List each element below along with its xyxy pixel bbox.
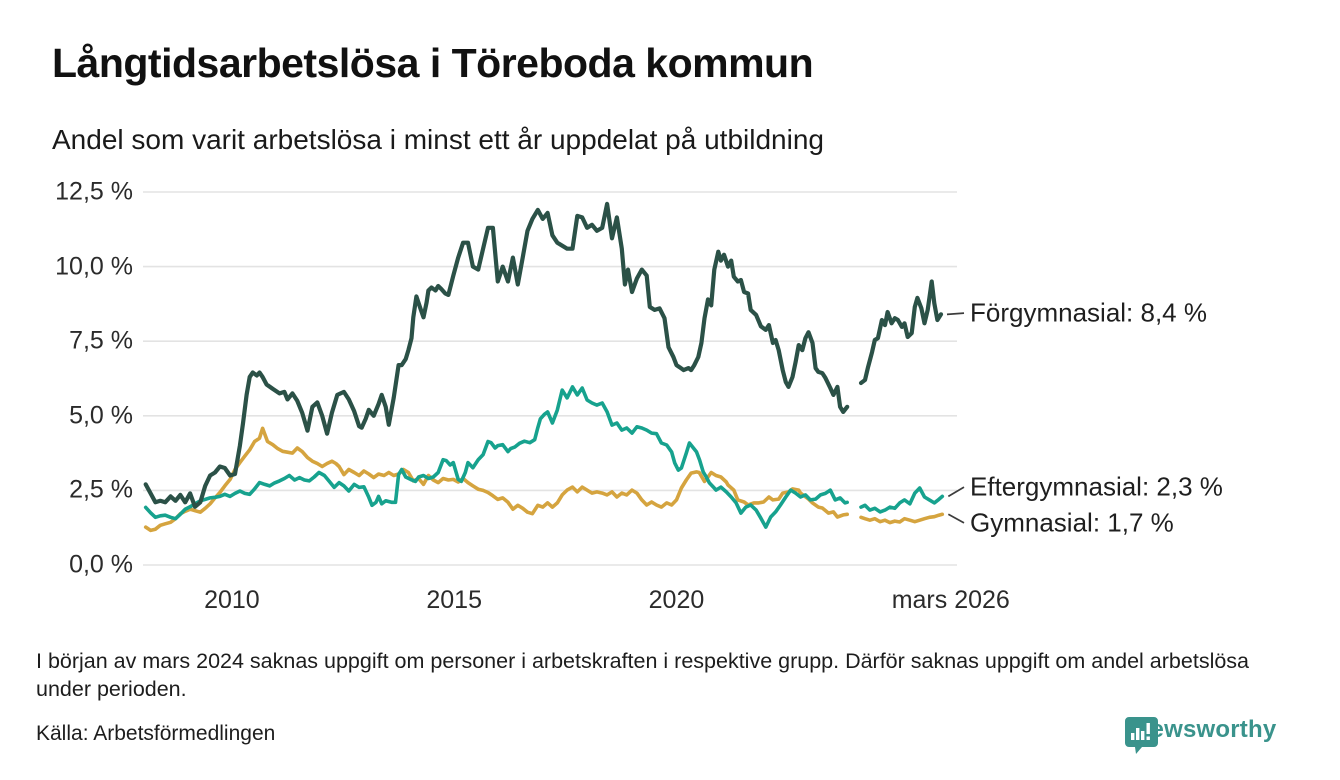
x-axis-tick-label: 2015 (426, 586, 482, 614)
x-axis-tick-label: mars 2026 (891, 586, 1010, 614)
series-label-forgymnasial: Förgymnasial: 8,4 % (970, 297, 1207, 328)
annotation-connector-forgymnasial (946, 312, 965, 316)
series-line-forgymnasial (143, 201, 850, 509)
x-axis-tick-label: 2020 (648, 586, 705, 614)
y-axis-tick-label: 12,5 % (55, 177, 133, 206)
annotation-connector-eftergymnasial (947, 486, 965, 498)
chart-title: Långtidsarbetslösa i Töreboda kommun (52, 40, 814, 86)
source-label: Källa: Arbetsförmedlingen (36, 722, 276, 745)
series-label-gymnasial: Gymnasial: 1,7 % (970, 507, 1174, 538)
series-line-forgymnasial (858, 279, 944, 386)
series-line-gymnasial (143, 426, 850, 533)
y-axis-tick-label: 10,0 % (55, 252, 133, 281)
y-axis-tick-label: 0,0 % (69, 550, 133, 579)
y-axis-tick-label: 7,5 % (69, 326, 133, 355)
footnote: I början av mars 2024 saknas uppgift om … (36, 649, 1250, 701)
annotation-connector-gymnasial (947, 513, 965, 524)
series-line-eftergymnasial (859, 486, 945, 514)
chart-subtitle: Andel som varit arbetslösa i minst ett å… (52, 124, 824, 155)
y-axis-tick-label: 2,5 % (69, 475, 133, 504)
series-lines (143, 201, 945, 533)
series-line-gymnasial (859, 512, 945, 525)
y-axis-tick-label: 5,0 % (69, 401, 133, 430)
annotation-connectors (946, 312, 965, 524)
series-line-eftergymnasial (143, 385, 850, 529)
x-axis-tick-label: 2010 (204, 586, 260, 614)
newsworthy-logo: Newsworthy (1124, 716, 1276, 754)
series-label-eftergymnasial: Eftergymnasial: 2,3 % (970, 471, 1223, 502)
